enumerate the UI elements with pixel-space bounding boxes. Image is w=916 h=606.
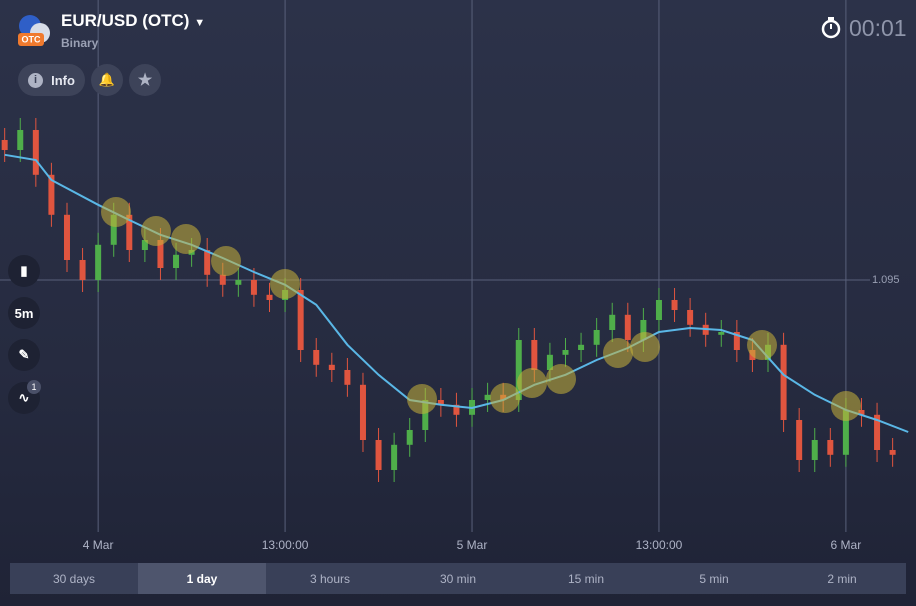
marker (603, 338, 633, 368)
marker (546, 364, 576, 394)
candle-body (95, 244, 102, 280)
candle-body (297, 290, 304, 350)
candle-body (250, 280, 257, 295)
candle-body (173, 254, 180, 268)
x-tick-label: 13:00:00 (636, 538, 683, 552)
asset-title[interactable]: EUR/USD (OTC) ▼ (61, 11, 206, 30)
candle-body (437, 400, 444, 405)
info-label: Info (51, 72, 75, 88)
indicator-count: 1 (27, 380, 41, 394)
candle-body (344, 370, 351, 385)
candle-body (422, 400, 429, 430)
marker (517, 368, 547, 398)
timeframe-tab[interactable]: 30 min (439, 571, 477, 586)
candle-body (858, 410, 865, 415)
candle-body (235, 280, 242, 285)
bell-button[interactable]: 🔔 (91, 64, 123, 96)
trade-markers (101, 197, 861, 421)
candle-body (1, 140, 8, 150)
candle-body (219, 274, 226, 285)
candle-body (48, 174, 55, 215)
draw-button[interactable]: ✎ (8, 339, 40, 371)
marker (831, 391, 861, 421)
x-tick-label: 13:00:00 (262, 538, 309, 552)
marker (171, 224, 201, 254)
candle-body (313, 350, 320, 365)
candle-body (126, 214, 133, 250)
interval-label: 5m (14, 305, 34, 321)
candle-body (391, 444, 398, 470)
y-tick-label: 1.095 (872, 274, 900, 286)
marker (270, 269, 300, 299)
candle-body (640, 320, 647, 340)
otc-badge: OTC (22, 34, 41, 44)
candle-body (328, 364, 335, 370)
asset-icon: OTC (18, 15, 50, 46)
chart-type-button[interactable]: ▮ (8, 255, 40, 287)
candle-body (609, 314, 616, 330)
candle-body (671, 300, 678, 310)
candle-body (17, 130, 24, 150)
candle-body (157, 240, 164, 268)
timer: 00:01 (849, 15, 907, 41)
candle-body (624, 314, 631, 340)
marker (141, 216, 171, 246)
candle-body (359, 384, 366, 440)
timeframe-tab[interactable]: 1 day (138, 563, 266, 594)
timeframe-tab[interactable]: 3 hours (309, 571, 351, 586)
candle-body (733, 332, 740, 350)
candle-body (874, 414, 881, 450)
marker (101, 197, 131, 227)
candle-body (842, 410, 849, 455)
candle-body (375, 440, 382, 470)
candle-body (718, 332, 725, 335)
interval-button[interactable]: 5m (8, 297, 40, 329)
subtitle: Binary (61, 36, 99, 50)
candle-body (515, 340, 522, 400)
candle-body (687, 310, 694, 325)
candle-body (110, 214, 117, 245)
timeframe-tab[interactable]: 5 min (699, 571, 729, 586)
candle-body (780, 344, 787, 420)
candle-body (827, 440, 834, 455)
x-tick-label: 5 Mar (457, 538, 488, 552)
candle-body (655, 300, 662, 320)
candle-body (562, 350, 569, 355)
star-button[interactable]: ★ (129, 64, 161, 96)
marker (747, 330, 777, 360)
x-tick-label: 4 Mar (83, 538, 114, 552)
marker (211, 246, 241, 276)
candle-body (593, 330, 600, 345)
candle-body (63, 214, 70, 260)
candle-body (531, 340, 538, 370)
candle-body (578, 344, 585, 350)
candle-body (204, 250, 211, 275)
x-tick-label: 6 Mar (831, 538, 862, 552)
marker (490, 383, 520, 413)
candle-body (546, 354, 553, 370)
candle-body (141, 240, 148, 250)
timeframe-tab[interactable]: 2 min (827, 571, 857, 586)
candle-body (79, 260, 86, 280)
candle-body (453, 404, 460, 415)
timeframe-tab[interactable]: 30 days (52, 571, 96, 586)
candle-body (266, 294, 273, 300)
candle-body (32, 130, 39, 175)
candle-body (406, 430, 413, 445)
candle-body (811, 440, 818, 460)
marker (630, 332, 660, 362)
timer-icon (821, 17, 841, 39)
timeframe-bar: 30 days 1 day 3 hours 30 min 15 min 5 min 2 mi… (10, 563, 906, 594)
candle-body (484, 394, 491, 400)
marker (407, 384, 437, 414)
candle-body (796, 420, 803, 460)
info-button[interactable]: i Info (18, 64, 85, 96)
timeframe-tab[interactable]: 15 min (567, 571, 605, 586)
candle-body (889, 450, 896, 455)
moving-average (4, 153, 909, 433)
title: EUR/USD (OTC) (61, 11, 190, 30)
